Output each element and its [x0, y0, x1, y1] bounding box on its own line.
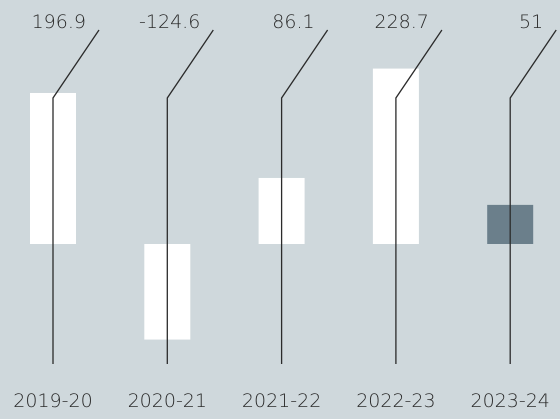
x-tick-label: 2022-23	[356, 390, 435, 412]
x-tick-label: 2019-20	[13, 390, 92, 412]
x-tick-label: 2020-21	[128, 390, 207, 412]
leader-line	[280, 29, 329, 364]
leader-line	[395, 29, 443, 364]
leader-line	[509, 29, 557, 364]
value-label: 86.1	[272, 11, 314, 33]
x-tick-label: 2021-22	[242, 390, 321, 412]
value-label: 51	[519, 11, 543, 33]
value-label: 228.7	[374, 11, 428, 33]
value-label: -124.6	[139, 11, 200, 33]
x-tick-label: 2023-24	[471, 390, 550, 412]
leader-line	[166, 29, 214, 364]
value-label: 196.9	[32, 11, 86, 33]
leader-line	[52, 29, 100, 364]
